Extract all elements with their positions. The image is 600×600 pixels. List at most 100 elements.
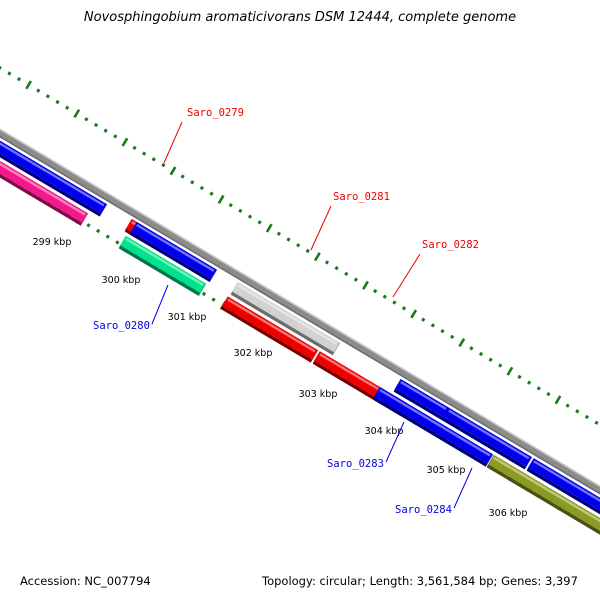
- gene-end-cap: [485, 454, 494, 467]
- ruler-major-tick: [313, 252, 321, 262]
- gene-body-highlight: [125, 237, 204, 286]
- ruler-major-tick: [554, 395, 562, 405]
- gene-end-cap: [524, 456, 533, 470]
- ruler-minor-tick: [450, 334, 455, 339]
- gene-blue-far-right[interactable]: [526, 458, 600, 520]
- feature-callout-saro-0280[interactable]: Saro_0280: [93, 284, 169, 332]
- backbone-highlight: [0, 128, 600, 488]
- gene-end-cap: [99, 204, 108, 217]
- page-title: Novosphingobium aromaticivorans DSM 1244…: [84, 10, 516, 25]
- gene-saro-0281-gray[interactable]: [230, 281, 341, 356]
- gene-body[interactable]: [528, 458, 600, 517]
- feature-callout-saro-0284[interactable]: Saro_0284: [395, 467, 473, 516]
- gene-body-highlight: [493, 456, 600, 523]
- ruler-position-label: 299 kbp: [33, 237, 72, 248]
- callout-leader-line: [151, 284, 169, 325]
- ruler-minor-tick: [286, 237, 291, 242]
- ruler-minor-tick: [211, 297, 216, 302]
- ruler-minor-tick: [430, 323, 435, 328]
- callout-leader-line: [392, 253, 421, 298]
- ruler-minor-tick: [55, 99, 60, 105]
- gene-body-highlight: [379, 388, 491, 457]
- gene-feature-layer[interactable]: [0, 121, 600, 535]
- gene-blue-upper-left[interactable]: [0, 121, 108, 217]
- gene-body-shadow-face: [0, 173, 83, 226]
- gene-label-saro-0279[interactable]: Saro_0279: [187, 107, 244, 119]
- gene-body-shadow-face: [393, 388, 444, 421]
- ruler-minor-tick: [7, 71, 12, 76]
- ruler-minor-tick: [527, 380, 532, 385]
- backbone-shadow: [0, 135, 600, 495]
- backbone-line[interactable]: [0, 109, 600, 514]
- gene-label-saro-0283[interactable]: Saro_0283: [327, 458, 384, 470]
- ruler-minor-tick: [96, 228, 101, 234]
- genome-backbone[interactable]: [0, 106, 600, 516]
- gene-label-saro-0281[interactable]: Saro_0281: [333, 191, 390, 203]
- ruler-minor-tick: [353, 277, 358, 282]
- gene-body[interactable]: [222, 296, 318, 360]
- feature-callout-saro-0281[interactable]: Saro_0281: [310, 191, 390, 251]
- gene-saro-0283[interactable]: [441, 407, 533, 470]
- gene-olive-right[interactable]: [486, 454, 600, 535]
- gene-end-cap: [310, 349, 319, 363]
- gene-body-highlight: [0, 142, 105, 207]
- gene-body[interactable]: [131, 221, 217, 279]
- ruler-position-label: 306 kbp: [489, 508, 528, 519]
- ruler-minor-tick: [536, 386, 541, 391]
- ruler-minor-tick: [517, 374, 522, 380]
- accession-label: Accession: NC_007794: [20, 574, 151, 588]
- ruler-minor-tick: [0, 65, 2, 70]
- gene-body[interactable]: [120, 235, 206, 293]
- gene-body-highlight: [227, 298, 316, 353]
- ruler-position-label: 303 kbp: [299, 389, 338, 400]
- gene-saro-0280[interactable]: [118, 235, 207, 296]
- gene-label-saro-0284[interactable]: Saro_0284: [395, 504, 452, 516]
- gene-saro-0281-red[interactable]: [220, 296, 319, 363]
- ruler-minor-tick: [190, 180, 195, 185]
- gene-blue-0280-upper[interactable]: [129, 221, 218, 283]
- ruler-minor-tick: [469, 346, 474, 351]
- ruler-minor-tick: [180, 174, 185, 179]
- gene-body-highlight: [136, 223, 215, 272]
- ruler-minor-tick: [199, 185, 204, 191]
- ruler-minor-tick: [594, 420, 599, 425]
- ruler-minor-tick: [575, 409, 580, 414]
- gene-body-highlight: [0, 162, 86, 216]
- gene-body-highlight: [448, 409, 530, 460]
- gene-saro-0284[interactable]: [372, 386, 494, 467]
- ruler-minor-tick: [247, 214, 253, 219]
- gene-body-shadow-face: [486, 464, 600, 535]
- gene-body[interactable]: [232, 281, 340, 353]
- ruler-major-tick: [25, 80, 33, 90]
- gene-body[interactable]: [488, 454, 600, 532]
- feature-callout-layer[interactable]: Saro_0279 Saro_0280 Saro_0281 Saro_0282 Saro…: [93, 107, 479, 516]
- ruler-minor-tick: [392, 300, 397, 305]
- ruler-minor-tick: [161, 162, 166, 168]
- feature-callout-saro-0279[interactable]: Saro_0279: [163, 107, 244, 164]
- ruler-minor-tick: [115, 240, 120, 245]
- gene-label-saro-0280[interactable]: Saro_0280: [93, 320, 150, 332]
- gene-magenta-left[interactable]: [0, 136, 89, 226]
- gene-body-shadow-face: [372, 396, 488, 467]
- ruler-major-tick: [217, 194, 225, 204]
- gene-label-saro-0282[interactable]: Saro_0282: [422, 239, 479, 251]
- ruler-major-tick: [410, 309, 418, 319]
- ruler-minor-tick: [132, 145, 137, 151]
- callout-leader-line: [310, 205, 332, 251]
- feature-callout-saro-0283[interactable]: Saro_0283: [327, 421, 405, 470]
- ruler-minor-tick: [565, 403, 570, 408]
- ruler-minor-tick: [421, 317, 426, 322]
- ruler-minor-tick: [113, 134, 118, 139]
- ruler-minor-tick: [201, 291, 207, 297]
- gene-body-highlight: [237, 284, 338, 346]
- genome-summary-label: Topology: circular; Length: 3,561,584 bp…: [261, 574, 578, 588]
- gene-body[interactable]: [443, 407, 532, 467]
- gene-body[interactable]: [395, 378, 449, 417]
- feature-callout-saro-0282[interactable]: Saro_0282: [392, 239, 479, 298]
- ruler-minor-tick: [401, 306, 407, 311]
- ruler-position-label: 304 kbp: [365, 426, 404, 437]
- ruler-minor-tick: [238, 208, 243, 214]
- gene-body[interactable]: [374, 386, 493, 464]
